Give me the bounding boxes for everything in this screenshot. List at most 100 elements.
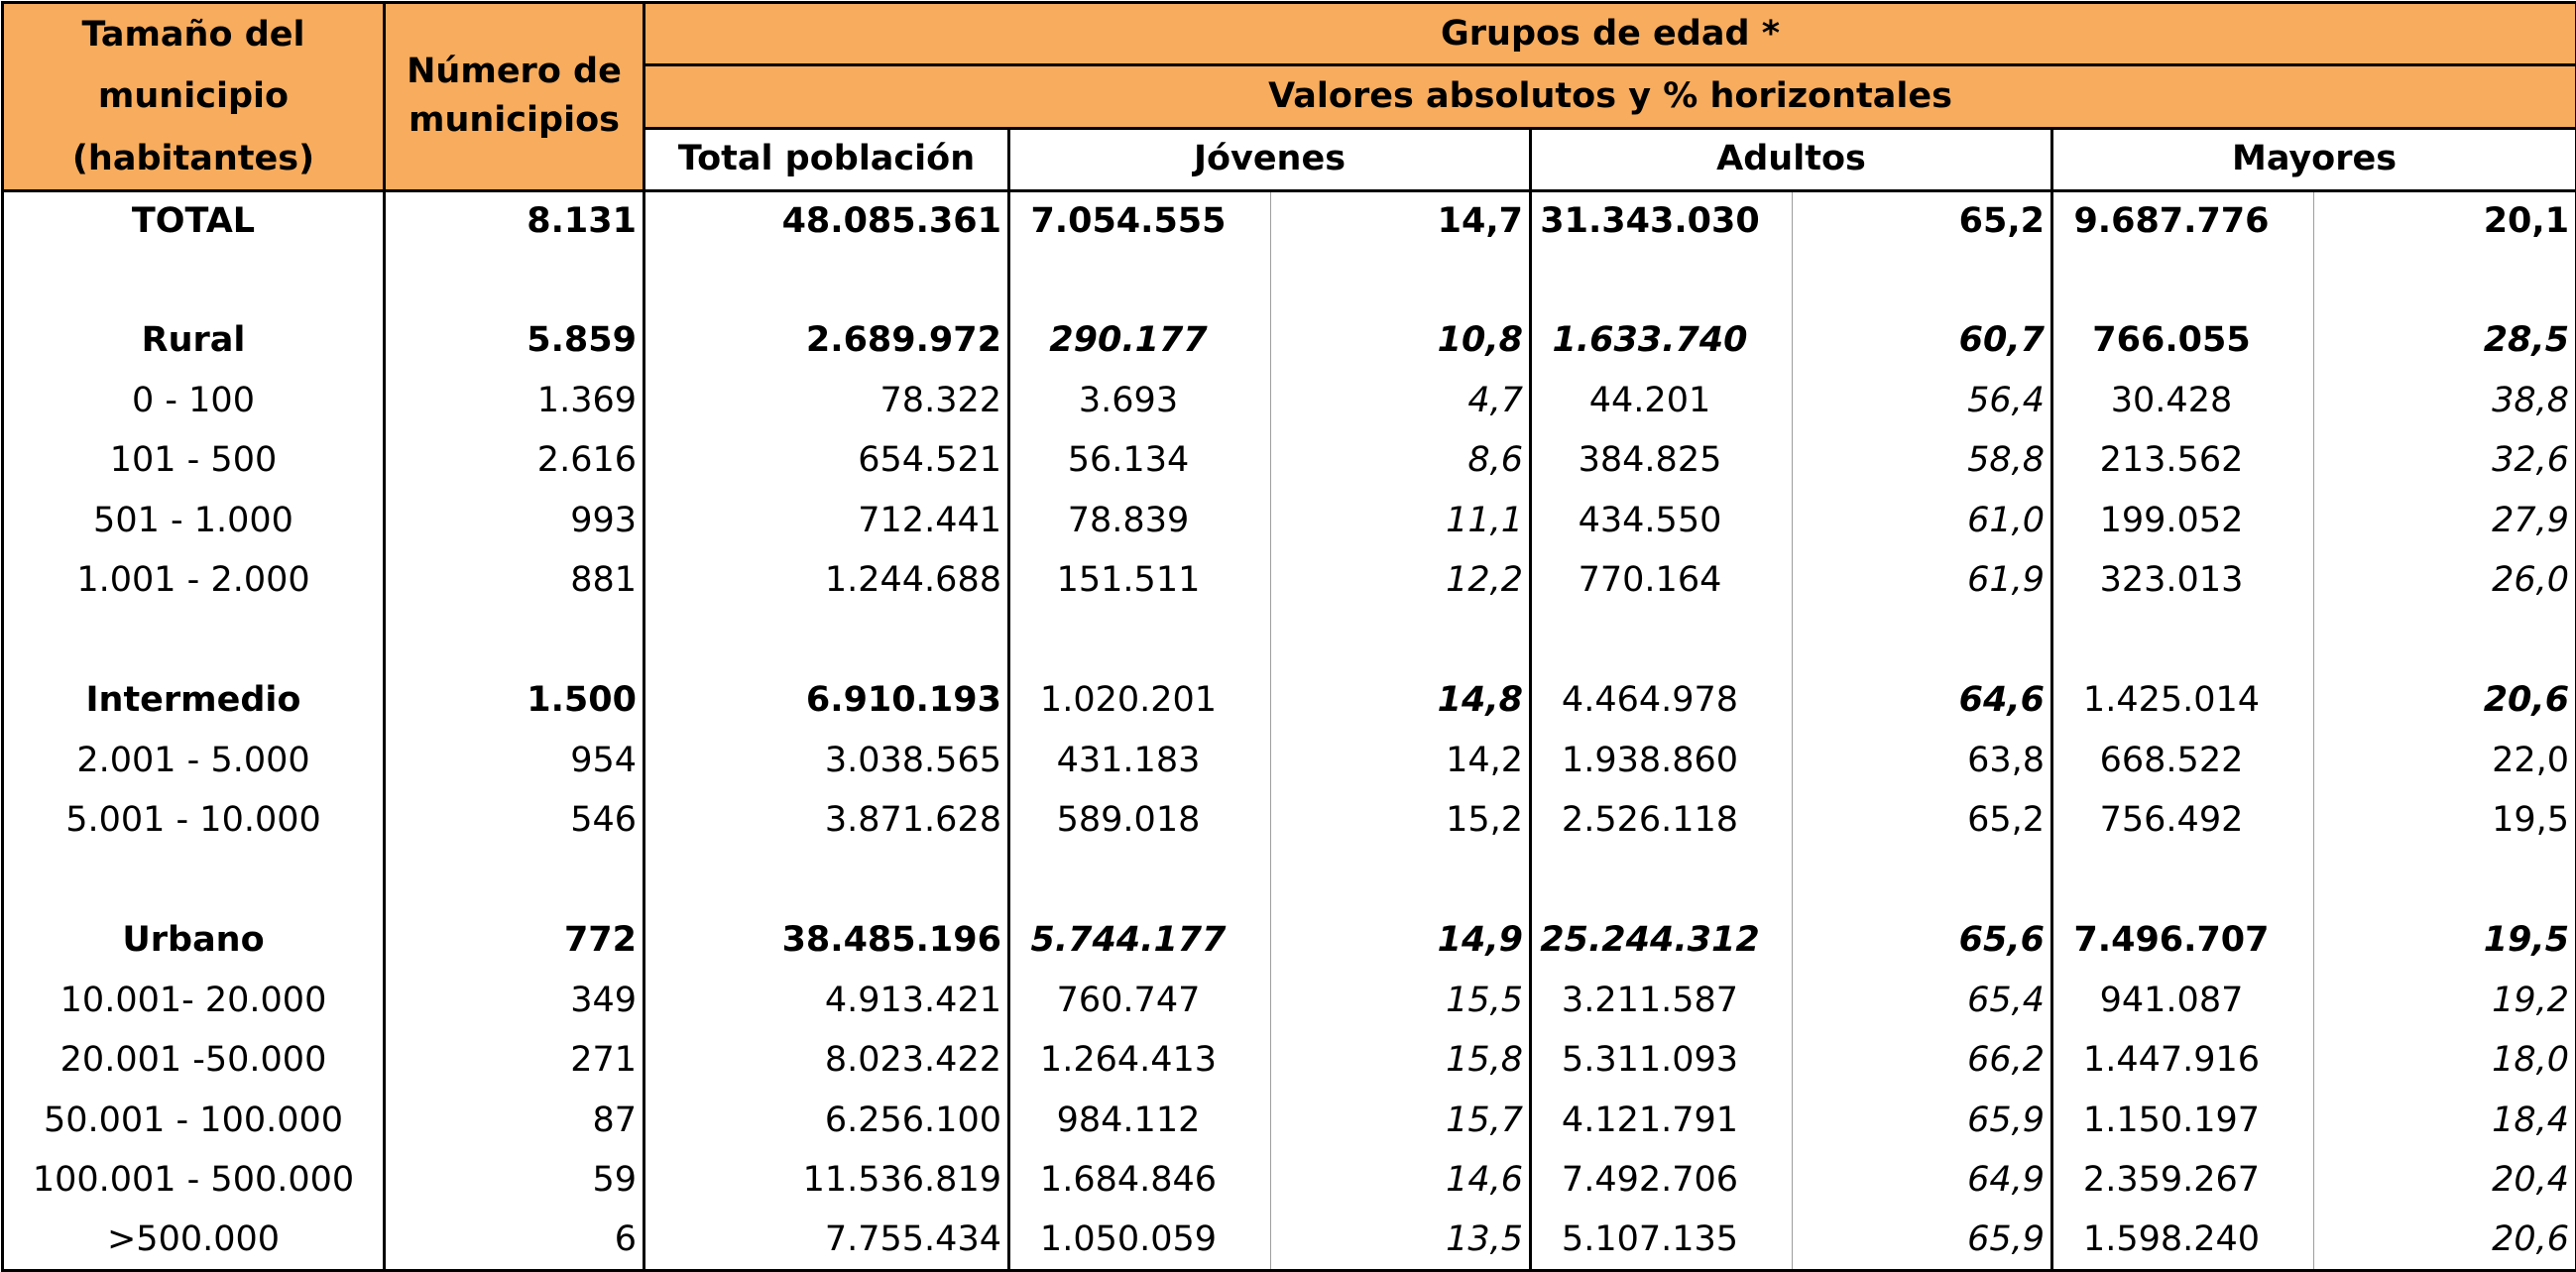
young-cell: 984.112 — [1009, 1091, 1271, 1151]
adults-cell: 4.464.978 — [1531, 670, 1793, 731]
adults-pct-cell: 56,4 — [1793, 371, 2052, 431]
young-cell: 760.747 — [1009, 971, 1271, 1031]
young-pct-cell — [1271, 251, 1531, 311]
total-cell: 38.485.196 — [644, 910, 1009, 971]
elderly-cell: 199.052 — [2052, 491, 2314, 551]
count-cell: 6 — [385, 1211, 644, 1271]
total-cell: 7.755.434 — [644, 1211, 1009, 1271]
spacer-row — [3, 251, 2576, 311]
adults-cell: 434.550 — [1531, 491, 1793, 551]
adults-cell: 5.311.093 — [1531, 1030, 1793, 1091]
elderly-pct-cell: 22,0 — [2314, 731, 2576, 791]
count-cell: 349 — [385, 971, 644, 1031]
young-cell — [1009, 851, 1271, 911]
total-cell: 3.038.565 — [644, 731, 1009, 791]
young-cell: 1.684.846 — [1009, 1150, 1271, 1211]
young-cell: 1.050.059 — [1009, 1211, 1271, 1271]
young-cell — [1009, 611, 1271, 671]
elderly-cell: 756.492 — [2052, 790, 2314, 851]
size-cell: 50.001 - 100.000 — [3, 1091, 385, 1151]
total-cell — [644, 611, 1009, 671]
elderly-pct-cell: 18,0 — [2314, 1030, 2576, 1091]
young-cell: 7.054.555 — [1009, 190, 1271, 251]
header-young: Jóvenes — [1009, 128, 1531, 190]
size-cell: 501 - 1.000 — [3, 491, 385, 551]
elderly-pct-cell: 20,6 — [2314, 670, 2576, 731]
young-pct-cell: 8,6 — [1271, 430, 1531, 491]
young-pct-cell — [1271, 611, 1531, 671]
adults-cell: 7.492.706 — [1531, 1150, 1793, 1211]
adults-cell: 44.201 — [1531, 371, 1793, 431]
adults-pct-cell: 65,9 — [1793, 1091, 2052, 1151]
size-cell — [3, 611, 385, 671]
total-cell: 1.244.688 — [644, 550, 1009, 611]
young-cell: 431.183 — [1009, 731, 1271, 791]
count-cell: 772 — [385, 910, 644, 971]
count-cell: 271 — [385, 1030, 644, 1091]
table-header: Tamaño del municipio (habitantes) Número… — [3, 3, 2576, 191]
young-cell: 290.177 — [1009, 310, 1271, 371]
adults-pct-cell: 64,9 — [1793, 1150, 2052, 1211]
elderly-pct-cell: 19,2 — [2314, 971, 2576, 1031]
adults-pct-cell: 65,4 — [1793, 971, 2052, 1031]
size-cell: 1.001 - 2.000 — [3, 550, 385, 611]
elderly-pct-cell: 27,9 — [2314, 491, 2576, 551]
adults-pct-cell: 64,6 — [1793, 670, 2052, 731]
young-cell: 3.693 — [1009, 371, 1271, 431]
count-cell: 1.369 — [385, 371, 644, 431]
elderly-pct-cell: 19,5 — [2314, 790, 2576, 851]
adults-cell: 1.938.860 — [1531, 731, 1793, 791]
count-cell — [385, 851, 644, 911]
header-groups: Grupos de edad * — [644, 3, 2576, 65]
header-size: Tamaño del municipio (habitantes) — [3, 3, 385, 191]
adults-pct-cell — [1793, 611, 2052, 671]
elderly-pct-cell — [2314, 851, 2576, 911]
size-cell — [3, 851, 385, 911]
count-cell: 954 — [385, 731, 644, 791]
adults-cell: 31.343.030 — [1531, 190, 1793, 251]
elderly-cell: 1.425.014 — [2052, 670, 2314, 731]
adults-pct-cell: 63,8 — [1793, 731, 2052, 791]
young-pct-cell: 11,1 — [1271, 491, 1531, 551]
young-cell: 589.018 — [1009, 790, 1271, 851]
adults-cell: 1.633.740 — [1531, 310, 1793, 371]
size-cell: Intermedio — [3, 670, 385, 731]
young-pct-cell: 15,5 — [1271, 971, 1531, 1031]
adults-pct-cell: 58,8 — [1793, 430, 2052, 491]
elderly-cell: 1.447.916 — [2052, 1030, 2314, 1091]
size-cell: TOTAL — [3, 190, 385, 251]
header-total-population: Total población — [644, 128, 1009, 190]
adults-cell: 25.244.312 — [1531, 910, 1793, 971]
young-pct-cell: 12,2 — [1271, 550, 1531, 611]
young-pct-cell: 14,2 — [1271, 731, 1531, 791]
adults-cell: 770.164 — [1531, 550, 1793, 611]
young-pct-cell: 4,7 — [1271, 371, 1531, 431]
adults-pct-cell: 65,6 — [1793, 910, 2052, 971]
adults-pct-cell: 61,9 — [1793, 550, 2052, 611]
elderly-cell — [2052, 611, 2314, 671]
size-cell: 0 - 100 — [3, 371, 385, 431]
elderly-pct-cell — [2314, 611, 2576, 671]
size-cell: 5.001 - 10.000 — [3, 790, 385, 851]
elderly-cell: 7.496.707 — [2052, 910, 2314, 971]
size-cell: 20.001 -50.000 — [3, 1030, 385, 1091]
young-pct-cell — [1271, 851, 1531, 911]
elderly-pct-cell: 18,4 — [2314, 1091, 2576, 1151]
count-cell: 2.616 — [385, 430, 644, 491]
adults-pct-cell: 60,7 — [1793, 310, 2052, 371]
size-cell — [3, 251, 385, 311]
elderly-cell — [2052, 251, 2314, 311]
young-cell: 5.744.177 — [1009, 910, 1271, 971]
count-cell: 59 — [385, 1150, 644, 1211]
adults-pct-cell: 65,2 — [1793, 190, 2052, 251]
elderly-pct-cell: 28,5 — [2314, 310, 2576, 371]
spacer-row — [3, 611, 2576, 671]
adults-pct-cell: 66,2 — [1793, 1030, 2052, 1091]
elderly-pct-cell: 32,6 — [2314, 430, 2576, 491]
